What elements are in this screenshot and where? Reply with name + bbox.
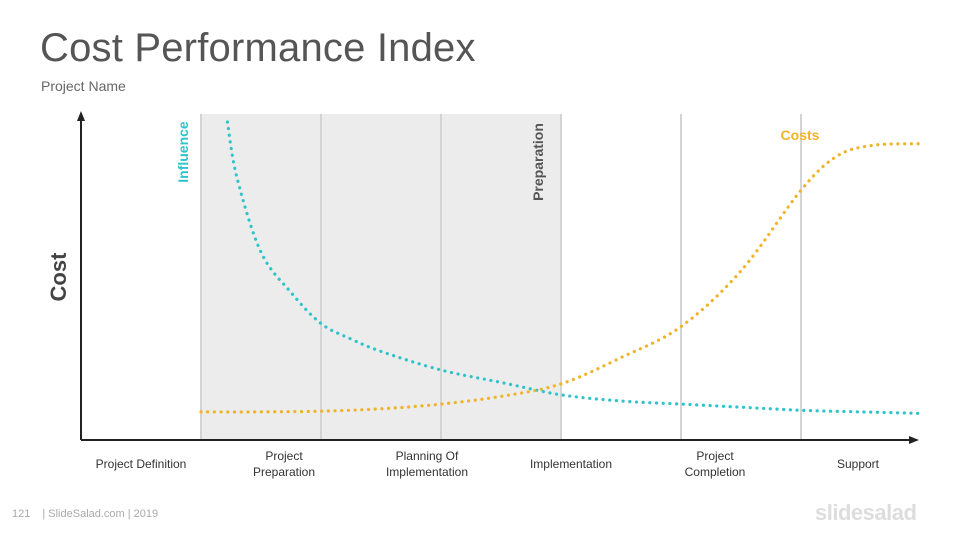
x-category-label: Support xyxy=(837,457,880,471)
page-number: 121 xyxy=(12,508,31,520)
annotation-influence: Influence xyxy=(175,121,191,183)
axes xyxy=(77,111,919,444)
series-line-costs xyxy=(199,142,923,414)
annotation-layer: Influence Preparation Costs xyxy=(175,121,820,201)
annotation-costs: Costs xyxy=(781,127,820,143)
category-labels: Project Definition Project Preparation Plan… xyxy=(96,449,880,479)
brand-logo: slidesalad xyxy=(815,500,917,525)
series-line-influence xyxy=(225,120,923,415)
annotation-preparation: Preparation xyxy=(530,123,546,201)
footer-text: | SlideSalad.com | 2019 xyxy=(42,508,159,520)
shaded-phase-band xyxy=(201,114,561,440)
footer: 121 | SlideSalad.com | 2019 xyxy=(12,508,158,520)
y-axis-arrow xyxy=(77,111,85,121)
x-axis-arrow xyxy=(909,436,919,444)
x-category-label: Project Definition xyxy=(96,457,187,471)
x-category-label: Implementation xyxy=(530,457,612,471)
x-category-label: Planning Of Implementation xyxy=(386,449,468,479)
page-title: Cost Performance Index xyxy=(40,26,476,70)
x-category-label: Project Completion xyxy=(685,449,746,479)
series-layer xyxy=(199,120,923,415)
shaded-phase-region xyxy=(201,114,561,440)
phase-divider-lines xyxy=(200,114,802,440)
y-axis-label: Cost xyxy=(46,252,71,302)
page-subtitle: Project Name xyxy=(41,78,126,94)
x-category-label: Project Preparation xyxy=(253,449,315,479)
